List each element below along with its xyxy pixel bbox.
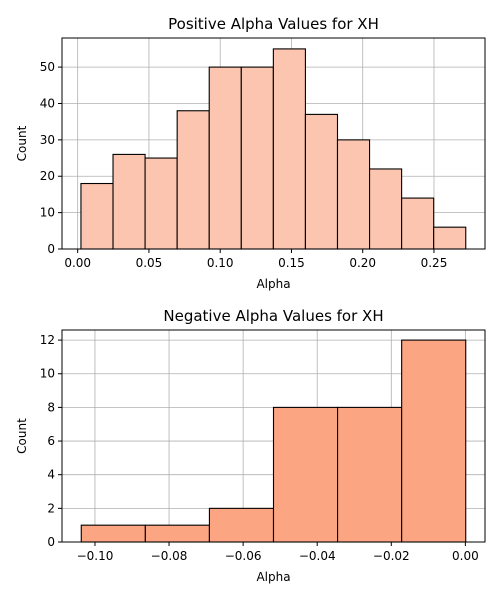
x-tick-label: 0.20 — [349, 256, 376, 270]
x-tick-label: −0.10 — [77, 549, 114, 563]
histogram-bar — [80, 182, 114, 250]
chart-title: Positive Alpha Values for XH — [168, 15, 379, 33]
histogram-bar — [304, 113, 339, 250]
x-tick-label: 0.00 — [452, 549, 479, 563]
histogram-bar — [337, 406, 403, 543]
histogram-bar — [80, 524, 146, 543]
histogram-bar — [272, 48, 306, 250]
histogram-bar — [176, 110, 210, 250]
histogram-bar — [272, 406, 339, 543]
histogram-bar — [401, 339, 467, 543]
histogram-bar — [401, 197, 435, 250]
histogram-bar — [240, 66, 274, 250]
x-axis-label: Alpha — [256, 277, 290, 291]
histogram-bar — [144, 157, 178, 250]
y-axis-label: Count — [15, 418, 29, 454]
y-tick-label: 40 — [40, 96, 55, 110]
histogram-bar — [208, 507, 275, 543]
x-tick-label: 0.15 — [278, 256, 305, 270]
y-tick-label: 4 — [47, 468, 55, 482]
y-tick-label: 30 — [40, 133, 55, 147]
negative-alpha-chart: −0.10 −0.08 −0.06 −0.04 −0.02 0.00 0 2 4 6 8 10 12 Ne… — [15, 307, 486, 584]
x-tick-label: −0.06 — [225, 549, 262, 563]
y-tick-label: 0 — [47, 535, 55, 549]
x-tick-label: 0.05 — [136, 256, 163, 270]
axes-frame — [61, 37, 486, 250]
y-tick-label: 50 — [40, 60, 55, 74]
histogram-bar — [144, 524, 210, 543]
y-tick-label: 6 — [47, 434, 55, 448]
y-axis-ticks: 0 10 20 30 40 50 — [40, 60, 62, 256]
y-tick-label: 2 — [47, 501, 55, 515]
histogram-bar — [208, 66, 242, 250]
histogram-bar — [433, 226, 467, 250]
y-axis-label: Count — [15, 125, 29, 161]
histogram-bars — [80, 339, 467, 543]
y-tick-label: 12 — [40, 333, 55, 347]
y-tick-label: 0 — [47, 242, 55, 256]
x-tick-label: 0.00 — [64, 256, 91, 270]
axes-frame — [61, 329, 486, 543]
y-axis-ticks: 0 2 4 6 8 10 12 — [40, 333, 62, 549]
x-axis-ticks: 0.00 0.05 0.10 0.15 0.20 0.25 — [64, 249, 447, 270]
chart-title: Negative Alpha Values for XH — [163, 307, 383, 325]
histogram-bar — [369, 168, 403, 250]
positive-alpha-chart: 0.00 0.05 0.10 0.15 0.20 0.25 0 10 20 30 40 50 Posit… — [15, 15, 486, 291]
histogram-bar — [336, 139, 371, 250]
y-tick-label: 10 — [40, 206, 55, 220]
y-tick-label: 20 — [40, 169, 55, 183]
x-tick-label: −0.08 — [151, 549, 188, 563]
y-tick-label: 10 — [40, 367, 55, 381]
x-tick-label: 0.10 — [207, 256, 234, 270]
histogram-bars — [80, 48, 467, 250]
x-axis-ticks: −0.10 −0.08 −0.06 −0.04 −0.02 0.00 — [77, 542, 479, 563]
x-tick-label: −0.02 — [373, 549, 410, 563]
x-tick-label: −0.04 — [299, 549, 336, 563]
x-axis-label: Alpha — [256, 570, 290, 584]
y-tick-label: 8 — [47, 400, 55, 414]
x-tick-label: 0.25 — [421, 256, 448, 270]
histogram-bar — [112, 153, 146, 250]
